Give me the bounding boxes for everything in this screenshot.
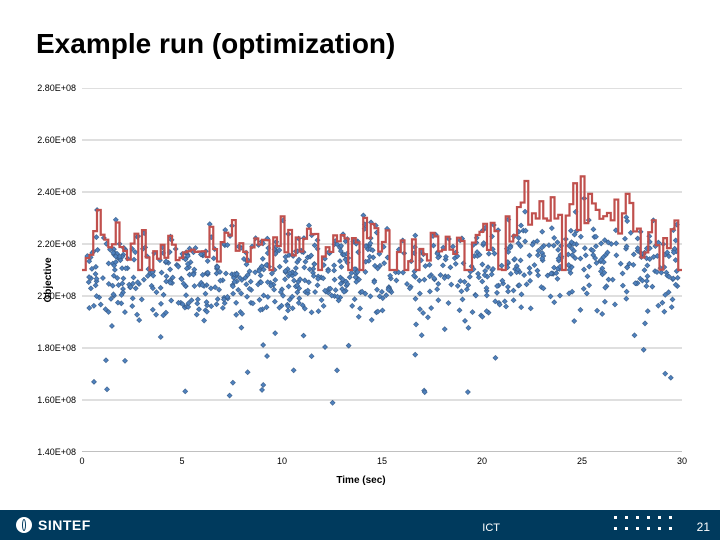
optimization-chart: Objective 1.40E+081.60E+081.80E+082.00E+… [36,80,686,480]
page-number: 21 [697,520,710,534]
y-tick-label: 2.40E+08 [37,187,82,197]
x-tick-label: 10 [277,452,287,466]
brand-text: SINTEF [38,517,91,533]
y-tick-label: 2.00E+08 [37,291,82,301]
slide-footer: SINTEF ICT 21 [0,510,720,540]
x-tick-label: 20 [477,452,487,466]
x-tick-label: 15 [377,452,387,466]
y-tick-label: 2.60E+08 [37,135,82,145]
x-tick-label: 25 [577,452,587,466]
y-tick-label: 2.80E+08 [37,83,82,93]
page-title: Example run (optimization) [36,28,395,60]
plot-svg [82,88,682,452]
footer-ict: ICT [482,522,500,534]
y-tick-label: 1.40E+08 [37,447,82,457]
footer-dots [614,516,676,534]
y-tick-label: 1.80E+08 [37,343,82,353]
globe-icon [16,517,32,533]
slide: Example run (optimization) Objective 1.4… [0,0,720,540]
plot-area: 1.40E+081.60E+081.80E+082.00E+082.20E+08… [82,88,682,452]
y-tick-label: 1.60E+08 [37,395,82,405]
x-axis-label: Time (sec) [336,475,385,486]
x-tick-label: 0 [79,452,84,466]
x-tick-label: 30 [677,452,687,466]
x-tick-label: 5 [179,452,184,466]
y-tick-label: 2.20E+08 [37,239,82,249]
brand-logo: SINTEF [16,517,91,533]
